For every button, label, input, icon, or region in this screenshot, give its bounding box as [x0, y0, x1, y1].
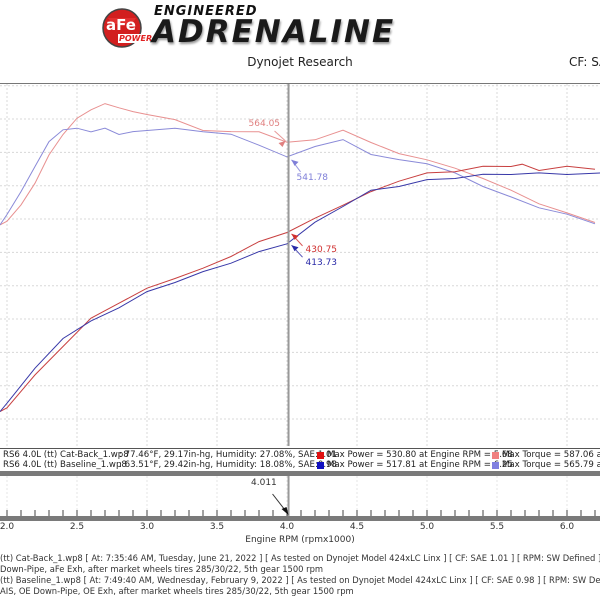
note-line: (tt) Baseline_1.wp8 [ At: 7:49:40 AM, We…: [0, 575, 600, 585]
legend-max-power: Max Power = 530.80 at Engine RPM = 5.68: [327, 450, 513, 460]
x-tick: 4.0: [279, 522, 295, 532]
power-swatch-icon: [317, 462, 324, 469]
legend-conditions: : 63.51°F, 29.42in-hg, Humidity: 18.08%,…: [119, 460, 337, 470]
annotation-leader: [274, 130, 286, 142]
rpm-cursor-strip: 4.011: [0, 476, 600, 516]
note-line: Down-Pipe, aFe Exh, after market wheels …: [0, 564, 324, 574]
series-line-baseline-power: [0, 172, 600, 412]
strip-canvas: [6, 476, 596, 516]
x-tick: 5.0: [419, 522, 435, 532]
afe-adrenaline-logo: aFe POWER ENGINEERED ADRENALINE: [98, 4, 498, 50]
annotation-label: 541.78: [297, 173, 329, 183]
run-notes: (tt) Cat-Back_1.wp8 [ At: 7:35:46 AM, Tu…: [0, 553, 600, 597]
cursor-rpm-label[interactable]: 4.011: [251, 478, 277, 488]
cursor-arrow-icon: [281, 507, 289, 515]
legend-max-power: Max Power = 517.81 at Engine RPM = 6.25: [327, 460, 513, 470]
x-tick: 3.5: [209, 522, 225, 532]
power-swatch-icon: [317, 452, 324, 459]
x-tick: 5.5: [489, 522, 505, 532]
logo-badge-sub: POWER: [118, 34, 154, 43]
legend-row-baseline: RS6 4.0L (tt) Baseline_1.wp8 : 63.51°F, …: [3, 460, 600, 471]
note-line: AIS, OE Down-Pipe, OE Exh, after market …: [0, 586, 354, 596]
cf-label: CF: SA: [569, 55, 600, 69]
series-line-baseline-torque: [0, 127, 596, 226]
dyno-plot: 564.05 541.78 430.75 413.73: [0, 83, 600, 446]
annotation-arrow-icon: [278, 141, 286, 147]
legend-max-torque: Max Torque = 565.79 at Eng: [502, 460, 600, 470]
x-tick: 4.5: [349, 522, 365, 532]
annotation-arrow-icon: [291, 233, 299, 240]
logo-main-text: ADRENALINE: [152, 14, 396, 50]
series-line-cat-back-power: [0, 163, 596, 413]
x-axis-bar: [0, 516, 600, 521]
x-tick: 2.0: [0, 522, 15, 532]
x-tick: 2.5: [69, 522, 85, 532]
chart-title: Dynojet Research: [247, 55, 353, 69]
legend-row-catback: RS6 4.0L (tt) Cat-Back_1.wp8 : 77.46°F, …: [3, 450, 600, 461]
legend-max-torque: Max Torque = 587.06 at Eng: [502, 450, 600, 460]
annotation-label: 413.73: [306, 258, 338, 268]
annotation-label: 564.05: [249, 119, 280, 129]
run-legend: RS6 4.0L (tt) Cat-Back_1.wp8 : 77.46°F, …: [0, 448, 600, 472]
note-line: (tt) Cat-Back_1.wp8 [ At: 7:35:46 AM, Tu…: [0, 553, 600, 563]
plot-canvas: 564.05 541.78 430.75 413.73: [0, 84, 600, 446]
annotation-label: 430.75: [306, 245, 338, 255]
annotation-arrow-icon: [291, 245, 299, 252]
x-tick: 3.0: [139, 522, 155, 532]
logo-badge-text: aFe: [106, 16, 136, 34]
logo-top-text: ENGINEERED: [154, 4, 258, 19]
torque-swatch-icon: [492, 462, 499, 469]
legend-divider: [0, 471, 600, 476]
legend-conditions: : 77.46°F, 29.17in-hg, Humidity: 27.08%,…: [119, 450, 337, 460]
x-axis-tick-labels: 2.0 2.5 3.0 3.5 4.0 4.5 5.0 5.5 6.0: [0, 522, 600, 536]
series-line-cat-back-torque: [0, 103, 596, 226]
legend-run-name: RS6 4.0L (tt) Cat-Back_1.wp8: [3, 450, 129, 460]
torque-swatch-icon: [492, 452, 499, 459]
annotation-arrow-icon: [291, 159, 299, 166]
x-tick: 6.0: [559, 522, 575, 532]
legend-run-name: RS6 4.0L (tt) Baseline_1.wp8: [3, 460, 127, 470]
x-axis-title: Engine RPM (rpmx1000): [245, 535, 355, 545]
